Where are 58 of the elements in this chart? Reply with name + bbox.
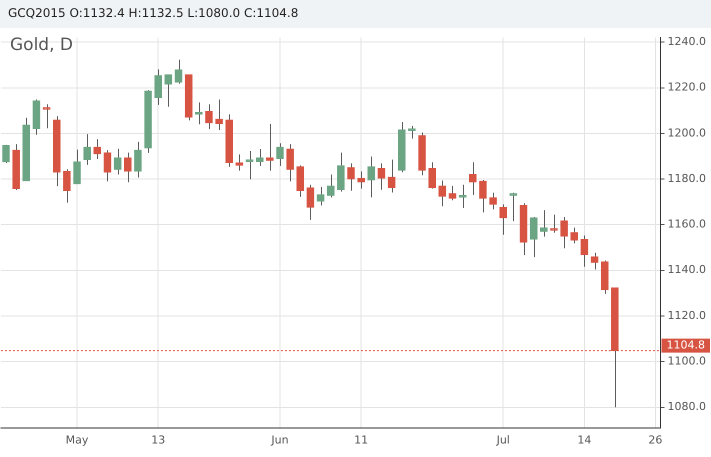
candlestick bbox=[428, 162, 436, 190]
x-tick-label: Jul bbox=[496, 433, 510, 446]
candlestick bbox=[337, 152, 345, 192]
y-tick-label: 1100.0 bbox=[668, 354, 706, 368]
candlestick bbox=[499, 204, 508, 236]
candlestick bbox=[306, 184, 314, 220]
candlestick bbox=[256, 148, 264, 166]
candlestick bbox=[347, 162, 355, 192]
candlestick bbox=[530, 216, 538, 258]
candlestick bbox=[367, 156, 376, 198]
y-tick-label: 1120.0 bbox=[668, 308, 706, 322]
candlestick bbox=[590, 252, 598, 270]
candlestick bbox=[479, 179, 487, 213]
candlestick bbox=[2, 144, 10, 164]
candlestick bbox=[205, 104, 213, 130]
y-tick-label: 1140.0 bbox=[668, 263, 706, 276]
candlestick bbox=[42, 104, 50, 129]
candlestick bbox=[296, 164, 304, 198]
candlestick bbox=[73, 149, 81, 184]
chart-subtitle: GCQ2015 O:1132.4 H:1132.5 L:1080.0 C:1104.8 bbox=[8, 6, 298, 20]
y-tick-label: 1160.0 bbox=[668, 218, 706, 231]
candlestick bbox=[510, 192, 518, 222]
candlestick bbox=[468, 162, 477, 196]
candlestick bbox=[560, 216, 568, 249]
x-tick-label: 26 bbox=[648, 433, 662, 446]
candlestick bbox=[93, 138, 102, 160]
x-tick-label: 11 bbox=[354, 433, 368, 446]
candlestick bbox=[154, 68, 162, 106]
candlestick bbox=[164, 74, 172, 108]
candlestick bbox=[134, 141, 142, 178]
y-tick-label: 1080.0 bbox=[668, 400, 706, 414]
ref-line-label: 1104.8 bbox=[666, 338, 706, 352]
candlestick bbox=[448, 185, 456, 201]
y-tick-label: 1180.0 bbox=[668, 172, 706, 185]
y-tick-label: 1220.0 bbox=[668, 80, 706, 94]
candlestick bbox=[114, 148, 122, 176]
candlestick bbox=[124, 152, 132, 183]
y-tick-label: 1240.0 bbox=[668, 35, 706, 48]
candlestick bbox=[83, 134, 92, 166]
y-tick-label: 1200.0 bbox=[668, 126, 706, 140]
candlestick bbox=[316, 186, 324, 206]
candlestick bbox=[215, 98, 223, 131]
candlestick bbox=[580, 234, 588, 268]
candlestick bbox=[286, 144, 294, 182]
chart-title: Gold, D bbox=[10, 35, 73, 55]
x-tick-label: 13 bbox=[151, 433, 166, 446]
candlestick bbox=[174, 59, 182, 84]
candlestick bbox=[378, 162, 386, 190]
x-tick-label: May bbox=[66, 433, 89, 446]
x-tick-label: Jun bbox=[270, 433, 289, 446]
x-tick-label: 14 bbox=[577, 433, 592, 446]
candlestick bbox=[104, 150, 112, 182]
candlestick bbox=[357, 170, 365, 190]
candlestick bbox=[266, 123, 274, 172]
candlestick bbox=[63, 168, 71, 204]
candlestick bbox=[540, 210, 548, 238]
candlestick bbox=[388, 159, 396, 194]
candlestick bbox=[489, 192, 497, 210]
